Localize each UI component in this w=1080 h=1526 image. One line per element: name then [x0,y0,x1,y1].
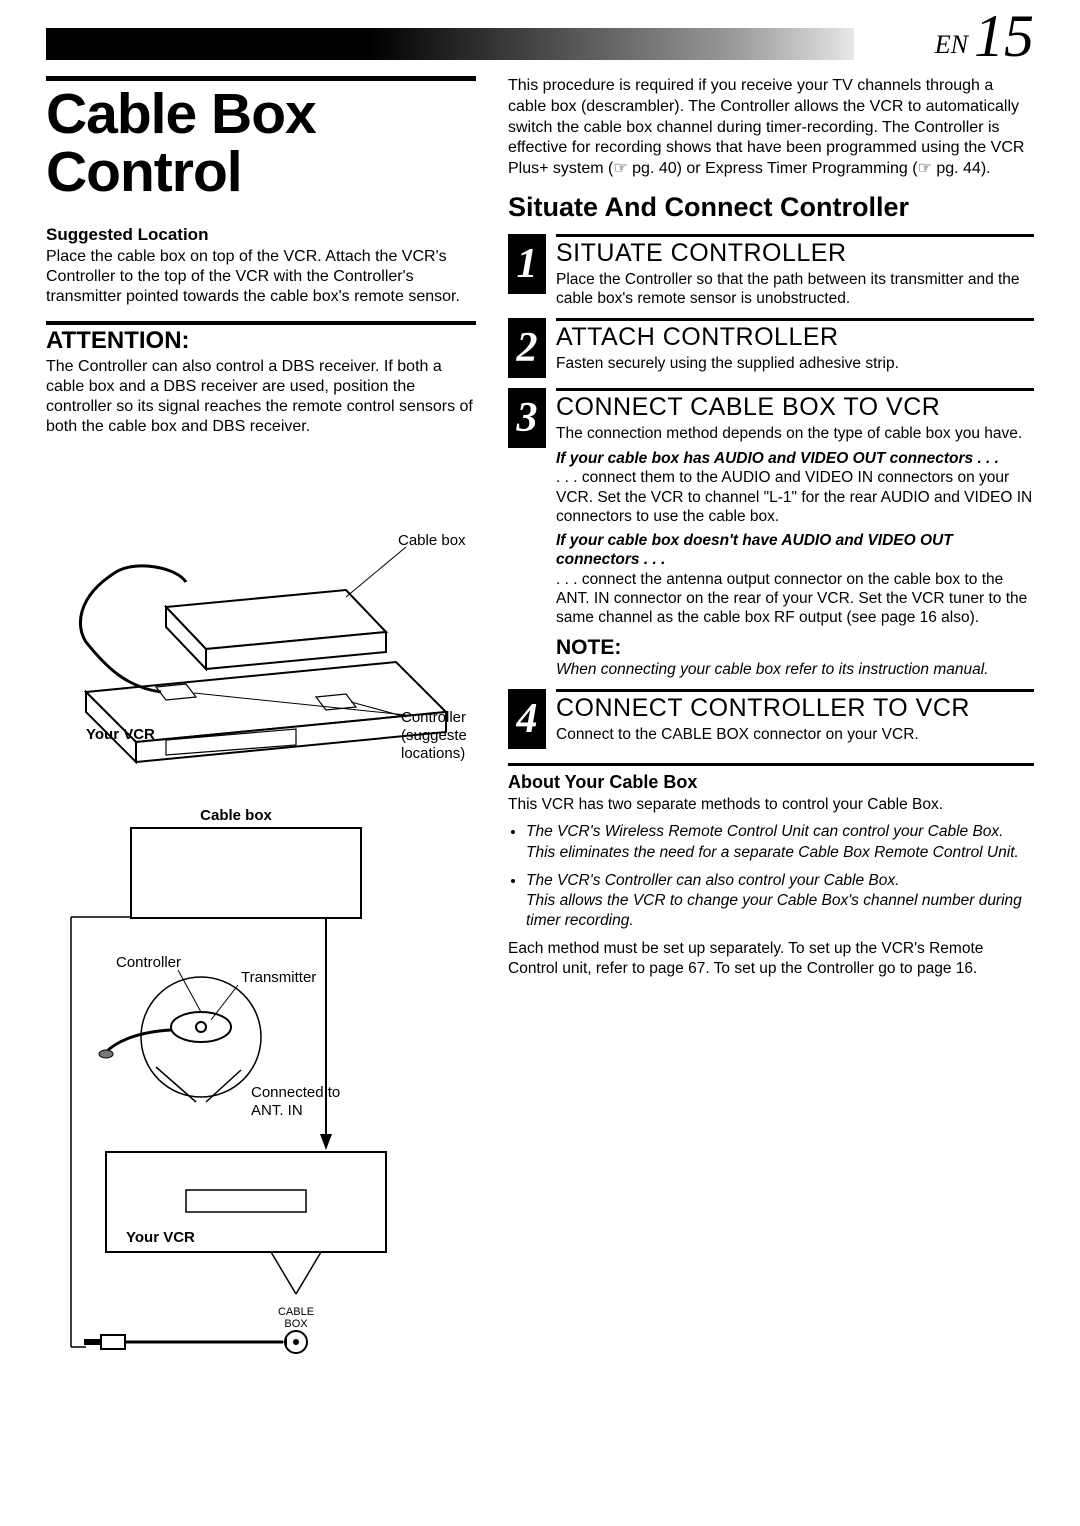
step-4: 4 CONNECT CONTROLLER TO VCR Connect to t… [508,689,1034,749]
step-2-body: Fasten securely using the supplied adhes… [556,354,1034,373]
about-intro: This VCR has two separate methods to con… [508,795,1034,814]
step-3: 3 CONNECT CABLE BOX TO VCR The connectio… [508,388,1034,679]
label-cable-box-2: Cable box [200,807,272,824]
label-suggested: (suggested locations) [401,727,466,744]
step-1-body: Place the Controller so that the path be… [556,270,1034,309]
step-2-title: ATTACH CONTROLLER [556,323,1034,352]
page-number-value: 15 [974,12,1034,60]
step-number-2: 2 [508,318,546,378]
step-3-bi1: If your cable box has AUDIO and VIDEO OU… [556,450,1034,469]
step-3-note: NOTE: [556,636,1034,660]
step-number-1: 1 [508,234,546,294]
label-your-vcr-1: Your VCR [86,726,155,743]
step-3-title: CONNECT CABLE BOX TO VCR [556,393,1034,422]
step-number-3: 3 [508,388,546,448]
left-column: Cable Box Control Suggested Location Pla… [46,76,476,1367]
label-cable-box-jack: CABLE [278,1306,314,1318]
diagram-isometric: Cable box Controller (suggested location… [46,497,476,802]
about-outro: Each method must be set up separately. T… [508,939,1034,978]
about-bullets: The VCR's Wireless Remote Control Unit c… [508,822,1034,931]
step-3-t1: . . . connect them to the AUDIO and VIDE… [556,468,1034,526]
svg-text:ANT. IN: ANT. IN [251,1102,303,1119]
step-4-title: CONNECT CONTROLLER TO VCR [556,694,1034,723]
label-your-vcr-2: Your VCR [126,1229,195,1246]
step-number-4: 4 [508,689,546,749]
suggested-location-body: Place the cable box on top of the VCR. A… [46,247,476,307]
about-bullet-1: The VCR's Wireless Remote Control Unit c… [526,822,1034,862]
step-2: 2 ATTACH CONTROLLER Fasten securely usin… [508,318,1034,378]
about-box: About Your Cable Box This VCR has two se… [508,763,1034,978]
label-connected-to: Connected to [251,1084,340,1101]
svg-text:locations): locations) [401,745,465,762]
label-transmitter: Transmitter [241,969,316,986]
intro-text: This procedure is required if you receiv… [508,76,1034,180]
main-title: Cable Box Control [46,76,476,201]
about-heading: About Your Cable Box [508,772,1034,793]
section-heading: Situate And Connect Controller [508,194,1034,222]
diagram-schematic: Cable box Controller Transmitter [46,802,476,1367]
label-cable-box: Cable box [398,532,466,549]
step-4-body: Connect to the CABLE BOX connector on yo… [556,725,1034,744]
header-gradient [46,28,854,60]
page-number: EN 15 [854,28,1034,60]
step-1: 1 SITUATE CONTROLLER Place the Controlle… [508,234,1034,309]
step-3-bi2: If your cable box doesn't have AUDIO and… [556,532,1034,569]
suggested-location-heading: Suggested Location [46,225,476,245]
content-columns: Cable Box Control Suggested Location Pla… [46,76,1034,1367]
right-column: This procedure is required if you receiv… [508,76,1034,1367]
label-controller: Controller [401,709,466,726]
header-bar: EN 15 [46,28,1034,60]
step-3-body: The connection method depends on the typ… [556,424,1034,443]
page-number-en: EN [935,30,968,60]
svg-text:BOX: BOX [284,1318,308,1330]
attention-body: The Controller can also control a DBS re… [46,357,476,437]
about-bullet-2: The VCR's Controller can also control yo… [526,871,1034,931]
step-3-notei: When connecting your cable box refer to … [556,660,1034,679]
label-controller-2: Controller [116,954,181,971]
step-1-title: SITUATE CONTROLLER [556,239,1034,268]
attention-heading: ATTENTION: [46,321,476,355]
step-3-t2: . . . connect the antenna output connect… [556,570,1034,628]
page: EN 15 Cable Box Control Suggested Locati… [0,0,1080,1407]
